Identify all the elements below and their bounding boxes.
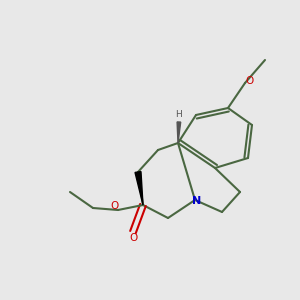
Polygon shape [177,122,181,143]
Text: O: O [111,201,119,212]
Text: H: H [176,110,182,119]
Text: O: O [245,76,253,86]
Text: O: O [129,233,137,243]
Text: N: N [192,196,201,206]
Polygon shape [135,172,143,205]
